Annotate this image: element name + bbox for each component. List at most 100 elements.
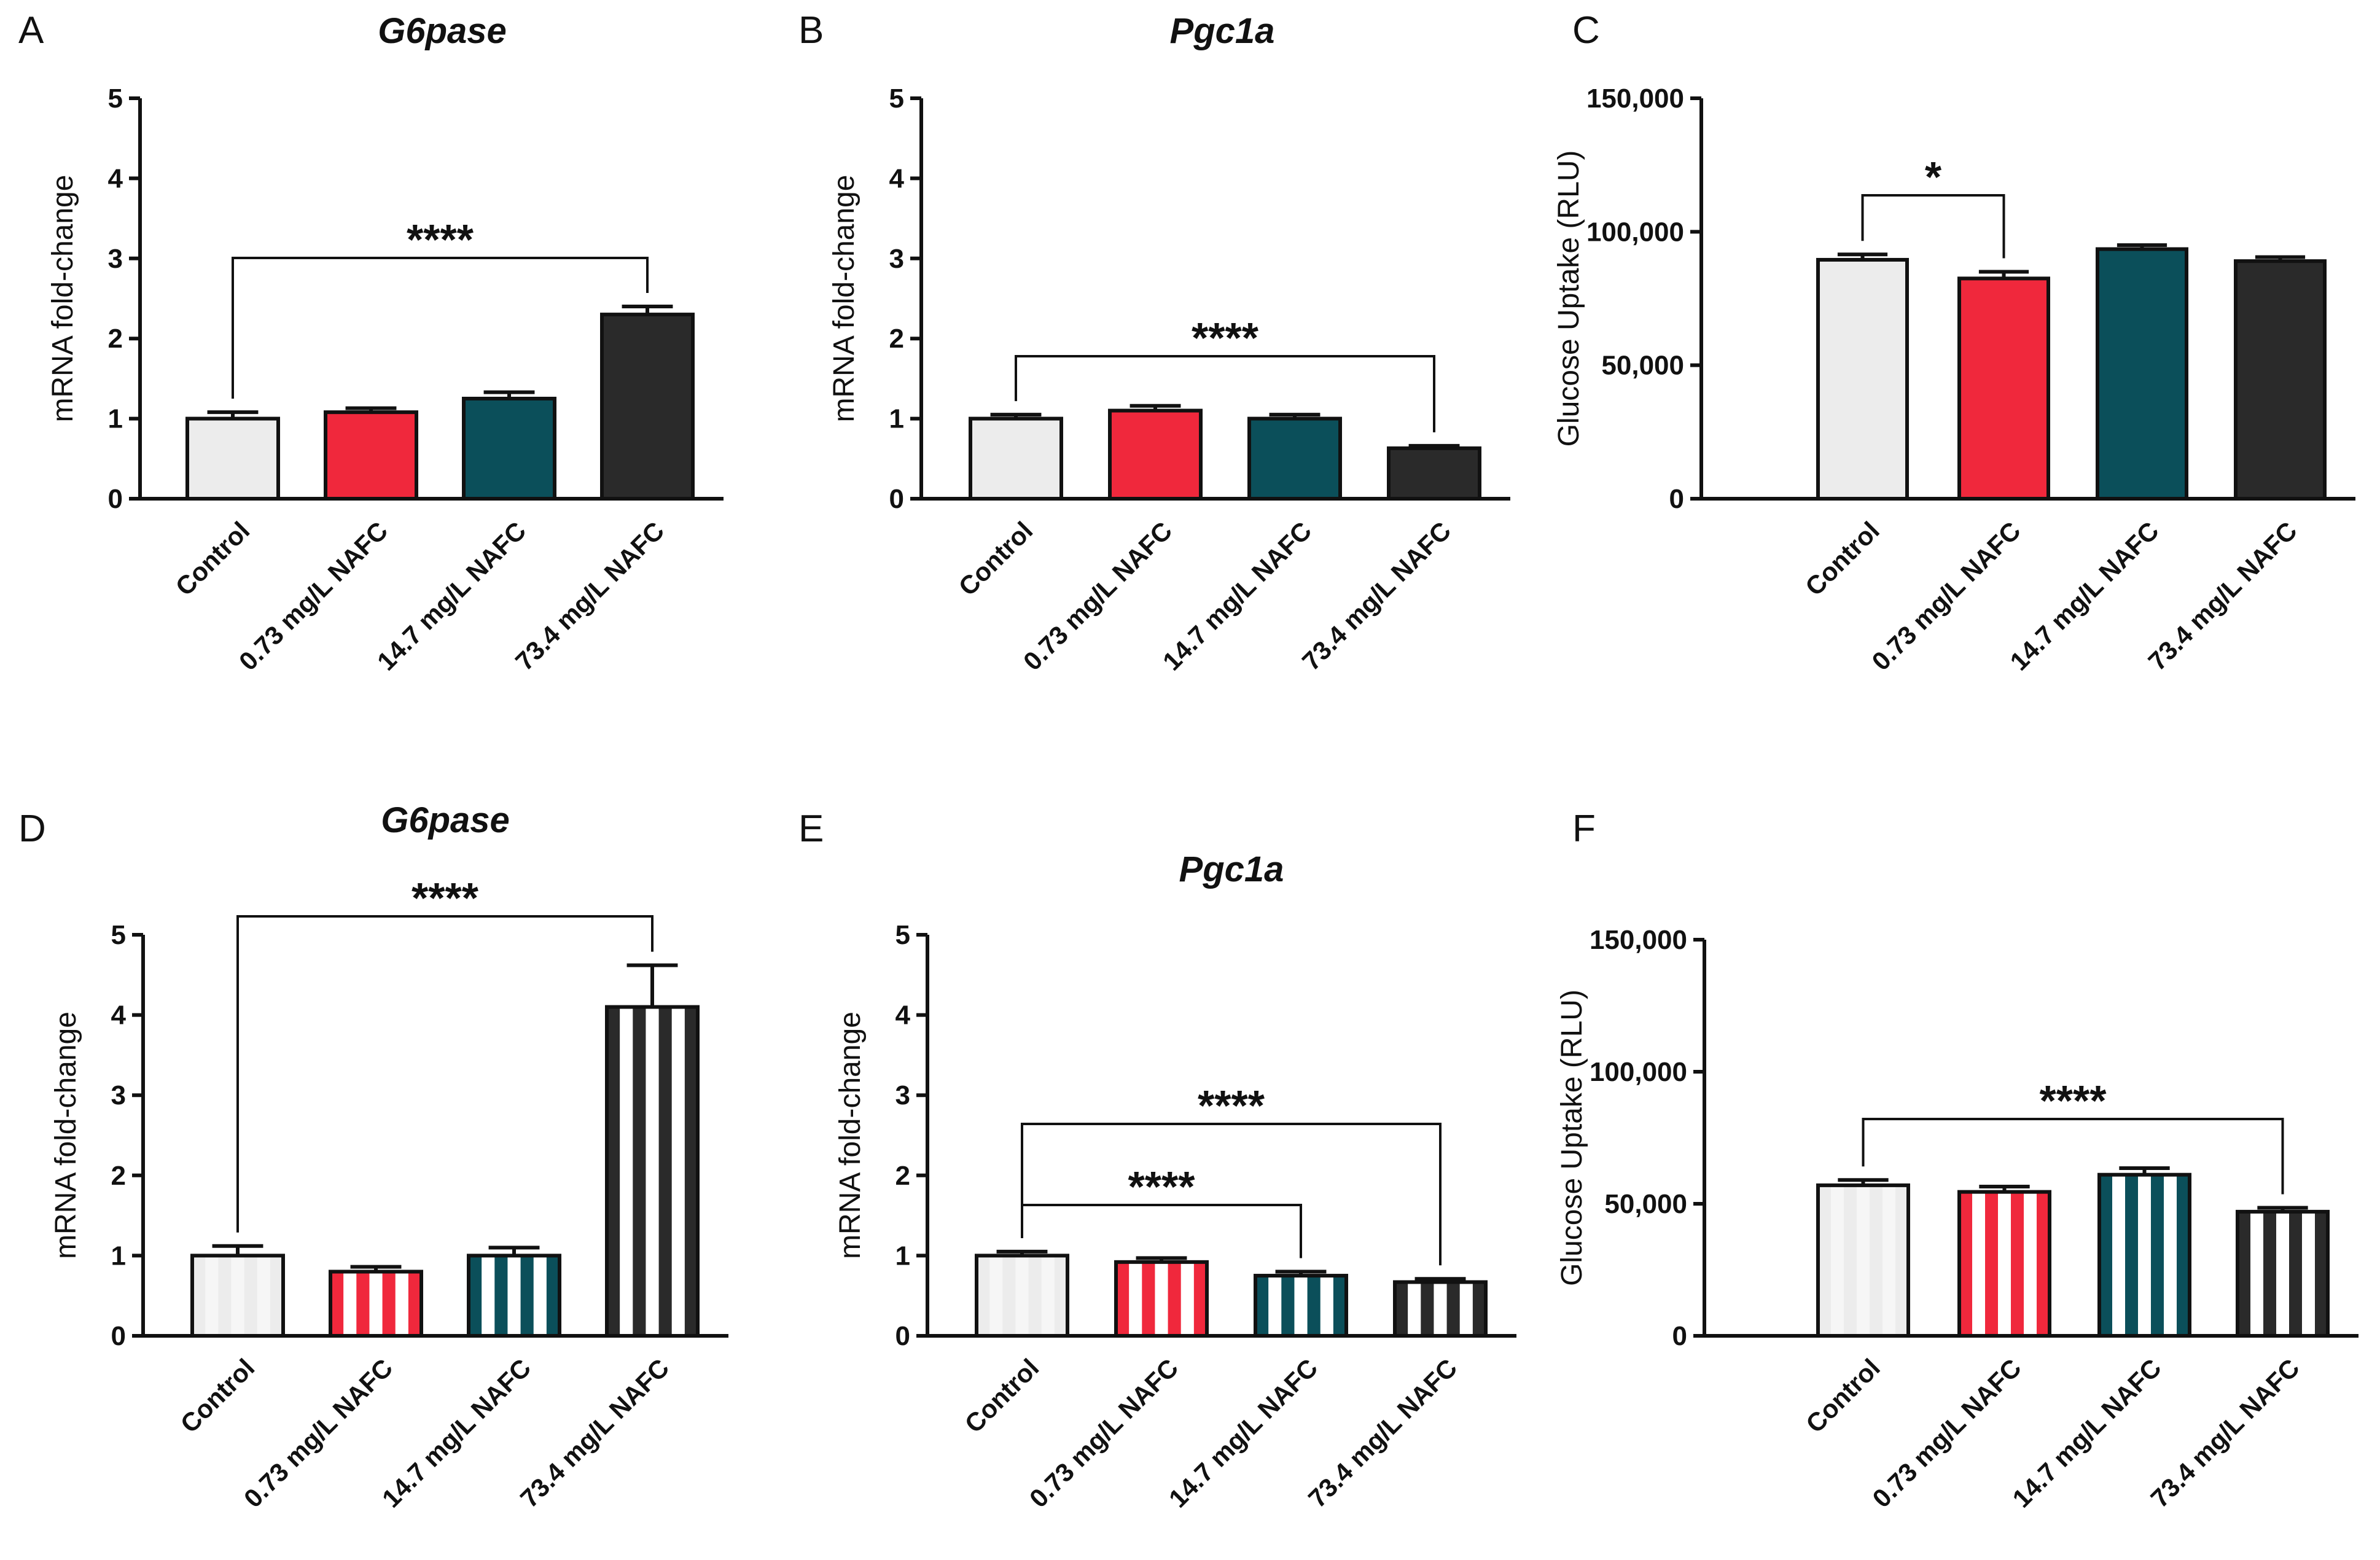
bar-4 xyxy=(600,313,695,501)
bar-stripe xyxy=(1883,1185,1895,1336)
bar-stripe xyxy=(1408,1282,1421,1336)
x-tick-label: 0.73 mg/L NAFC xyxy=(1024,1353,1184,1513)
bar-4 xyxy=(605,1005,700,1338)
bar-stripe xyxy=(343,1271,357,1336)
panel-c: C Glucose Uptake (RLU) 0 50,000 100,000 150,0… xyxy=(1553,9,2355,676)
y-tick-label: 2 xyxy=(889,324,904,354)
bar-2 xyxy=(1957,1190,2051,1338)
bar-2 xyxy=(324,410,418,501)
x-tick-label: 14.7 mg/L NAFC xyxy=(372,516,531,676)
bar-1 xyxy=(185,416,280,501)
x-tick-label: Control xyxy=(953,516,1039,601)
significance-bracket xyxy=(1862,1118,2284,1195)
x-tick-label: Control xyxy=(1800,1353,1886,1438)
bar-3 xyxy=(1247,416,1342,501)
bar-stripe xyxy=(482,1255,495,1336)
bar-2 xyxy=(329,1269,423,1338)
significance-label: * xyxy=(1925,153,1942,201)
y-tick-label: 1 xyxy=(111,1241,126,1271)
bar-4 xyxy=(2236,1209,2330,1338)
panel-a: A G6pase mRNA fold-change 0 1 2 3 4 5 Control0.73… xyxy=(18,9,724,676)
y-tick-label: 0 xyxy=(889,484,904,514)
bar-stripe xyxy=(1129,1262,1142,1336)
y-tick-label: 150,000 xyxy=(1586,84,1684,114)
x-tick-label: 14.7 mg/L NAFC xyxy=(2004,516,2164,676)
bar-stripe xyxy=(1972,1191,1985,1336)
y-tick-label: 0 xyxy=(1672,1321,1687,1351)
y-tick-label: 4 xyxy=(111,1000,127,1031)
bar-stripe xyxy=(1459,1282,1473,1336)
bar-fill xyxy=(1110,410,1201,499)
bar-stripe xyxy=(1998,1191,2011,1336)
bar-fill xyxy=(464,399,555,499)
y-tick-label: 2 xyxy=(111,1161,126,1191)
bar-fill xyxy=(326,412,416,499)
bar-stripe xyxy=(1320,1276,1333,1336)
bar-fill xyxy=(602,314,693,499)
bar-stripe xyxy=(1041,1255,1055,1336)
y-tick-label: 3 xyxy=(889,244,904,274)
y-tick-label: 1 xyxy=(895,1241,910,1271)
x-tick-label: 73.4 mg/L NAFC xyxy=(1303,1353,1462,1513)
bar-fill xyxy=(1959,278,2048,499)
bar-fill xyxy=(2097,249,2187,499)
significance-label: **** xyxy=(412,874,479,922)
bar-stripe xyxy=(620,1007,633,1336)
significance-label: **** xyxy=(1192,314,1259,362)
bar-fill xyxy=(970,418,1061,499)
bar-stripe xyxy=(1831,1185,1844,1336)
y-tick-label: 0 xyxy=(895,1321,910,1351)
significance-bracket xyxy=(236,915,654,1233)
bar-stripe xyxy=(2138,1174,2151,1336)
bar-stripe xyxy=(369,1271,383,1336)
y-axis-label: mRNA fold-change xyxy=(828,175,860,423)
bar-stripe xyxy=(1294,1276,1308,1336)
bar-3 xyxy=(2097,1172,2191,1338)
x-tick-label: 73.4 mg/L NAFC xyxy=(2145,1353,2304,1513)
x-tick-label: 0.73 mg/L NAFC xyxy=(233,516,393,676)
panel-d: D G6pase mRNA fold-change 0 1 2 3 4 5 Control0.73… xyxy=(18,800,728,1513)
y-tick-label: 100,000 xyxy=(1586,217,1684,247)
y-tick-label: 50,000 xyxy=(1604,1189,1687,1219)
bar-1 xyxy=(969,416,1063,501)
bar-stripe xyxy=(1268,1276,1282,1336)
bar-1 xyxy=(1816,257,1909,501)
bar-stripe xyxy=(2250,1211,2263,1336)
y-tick-label: 5 xyxy=(895,920,910,950)
bar-stripe xyxy=(2024,1191,2037,1336)
bar-2 xyxy=(1108,408,1203,501)
bar-fill xyxy=(187,418,278,499)
significance-label: **** xyxy=(1198,1082,1265,1129)
bar-2 xyxy=(1957,276,2050,501)
y-axis-label: Glucose Uptake (RLU) xyxy=(1553,150,1585,447)
y-tick-label: 0 xyxy=(111,1321,126,1351)
panel-title: G6pase xyxy=(381,800,510,840)
bar-3 xyxy=(1254,1274,1348,1338)
x-tick-label: 0.73 mg/L NAFC xyxy=(238,1353,398,1513)
x-tick-label: Control xyxy=(1800,516,1885,601)
bar-stripe xyxy=(231,1255,244,1336)
bar-stripe xyxy=(533,1255,547,1336)
bar-1 xyxy=(190,1254,285,1338)
x-tick-label: 14.7 mg/L NAFC xyxy=(1163,1353,1323,1513)
x-tick-label: 73.4 mg/L NAFC xyxy=(515,1353,674,1513)
bar-stripe xyxy=(1434,1282,1447,1336)
bar-stripe xyxy=(646,1007,659,1336)
x-tick-label: 0.73 mg/L NAFC xyxy=(1866,516,2026,676)
panel-letter: C xyxy=(1572,9,1600,52)
y-tick-label: 3 xyxy=(895,1080,910,1110)
x-tick-label: 0.73 mg/L NAFC xyxy=(1018,516,1177,676)
y-tick-label: 4 xyxy=(108,163,123,193)
y-axis-label: mRNA fold-change xyxy=(834,1012,867,1259)
bar-stripe xyxy=(671,1007,685,1336)
panel-title: Pgc1a xyxy=(1179,849,1284,889)
significance-label: **** xyxy=(1128,1163,1196,1211)
x-tick-label: 14.7 mg/L NAFC xyxy=(1157,516,1317,676)
bar-1 xyxy=(975,1254,1069,1338)
panel-letter: F xyxy=(1572,808,1596,850)
significance-bracket xyxy=(1861,194,2005,259)
bar-fill xyxy=(1249,418,1340,499)
y-tick-label: 5 xyxy=(111,920,126,950)
bar-stripe xyxy=(1155,1262,1168,1336)
